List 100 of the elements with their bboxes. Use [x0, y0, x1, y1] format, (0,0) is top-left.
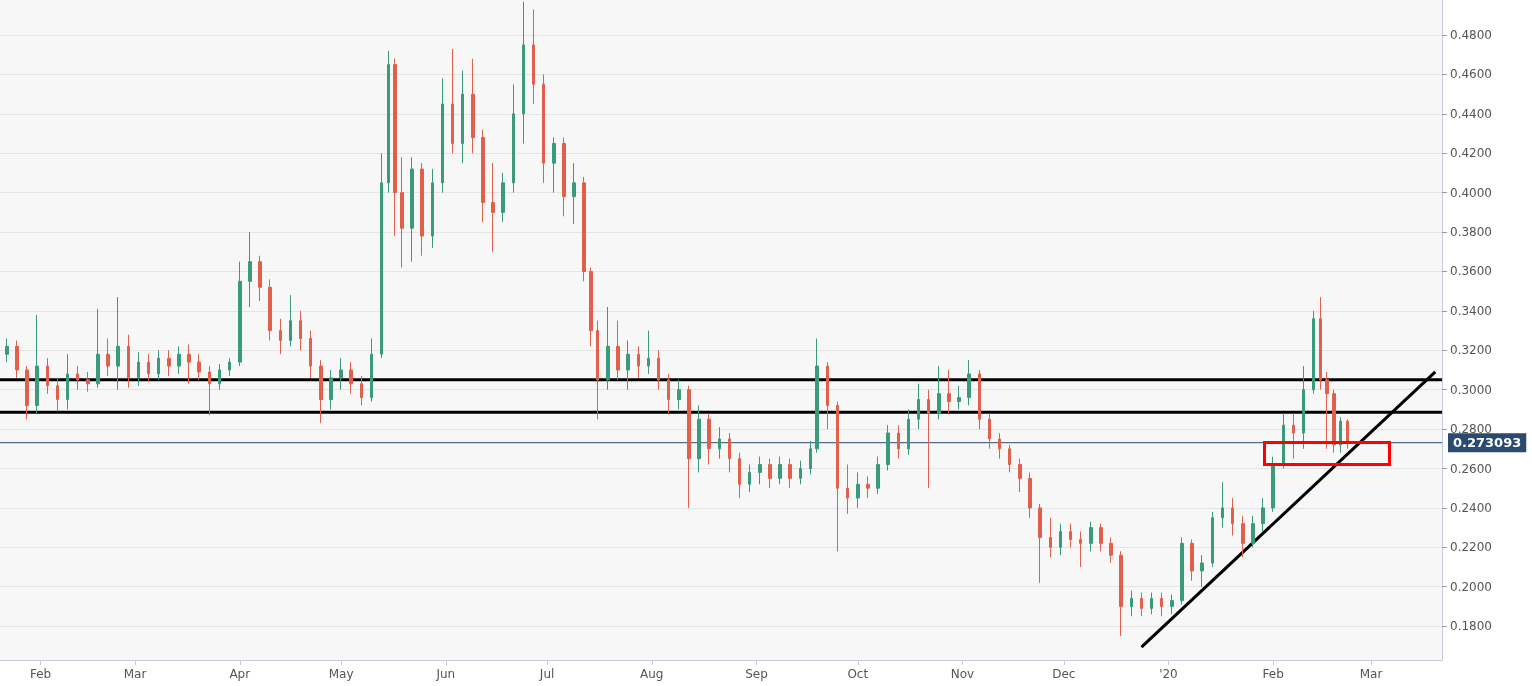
candlestick [758, 456, 762, 485]
candlestick [718, 426, 721, 460]
candlestick [370, 337, 373, 403]
y-tick-label: 0.3400 [1450, 303, 1492, 318]
candlestick [1109, 536, 1113, 564]
candlestick [1312, 310, 1315, 395]
candlestick [177, 345, 181, 375]
candlestick [606, 306, 610, 391]
candlestick [1089, 521, 1093, 552]
candlestick [1251, 515, 1255, 548]
candlestick [1200, 554, 1204, 588]
x-tick-label: Jul [538, 667, 555, 681]
candlestick [1241, 515, 1245, 558]
candlestick [998, 432, 1001, 460]
x-tick-label: Feb [1262, 667, 1284, 681]
y-tick-label: 0.3200 [1450, 343, 1492, 358]
x-tick-label: Nov [950, 667, 975, 681]
candlestick [380, 152, 383, 359]
candlestick [157, 349, 160, 381]
candlestick [25, 365, 29, 420]
candlestick [1170, 594, 1174, 615]
candlestick [687, 385, 691, 509]
candlestick [56, 377, 59, 412]
candlestick [106, 337, 110, 377]
candlestick [387, 50, 390, 194]
candlestick [988, 412, 991, 450]
candlestick [116, 296, 120, 391]
candlestick [289, 294, 292, 347]
candlestick [187, 343, 191, 385]
candlestick [647, 330, 650, 375]
y-tick-label: 0.2000 [1450, 579, 1492, 594]
candlestick [1211, 511, 1214, 568]
candlestick [197, 353, 201, 381]
candlestick [846, 464, 849, 515]
candlestick [626, 339, 630, 391]
candlestick [258, 255, 262, 302]
candlestick [1302, 365, 1305, 450]
candlestick [1049, 517, 1052, 558]
candlestick [1119, 550, 1123, 637]
candlestick [218, 363, 221, 391]
x-tick-label: Apr [229, 667, 251, 681]
candlestick [127, 334, 130, 389]
candlestick [319, 359, 323, 424]
candlestick [1231, 497, 1234, 536]
candlestick [393, 58, 397, 237]
candlestick [481, 129, 485, 223]
candlestick [299, 310, 302, 351]
candlestick [66, 353, 69, 410]
candlestick [441, 77, 444, 194]
candlestick [1332, 389, 1336, 454]
candlestick [1346, 418, 1349, 450]
candlestick [809, 440, 812, 475]
candlestick [1190, 538, 1194, 582]
candlestick [967, 359, 971, 406]
candlestick [957, 385, 961, 410]
x-tick-label: Mar [123, 667, 147, 681]
candlestick [137, 351, 140, 387]
candlestick [1130, 590, 1133, 617]
candlestick [866, 475, 870, 499]
candlestick [96, 308, 100, 389]
x-tick-label: Oct [847, 667, 869, 681]
candlestick [35, 314, 39, 414]
candlestick [1018, 458, 1022, 493]
candlestick [238, 261, 242, 367]
candlestick [1339, 416, 1342, 454]
candlestick [738, 452, 741, 499]
x-tick-label: '20 [1159, 667, 1178, 681]
y-tick-label: 0.4200 [1450, 146, 1492, 161]
candlestick [5, 337, 9, 363]
candlestick [1099, 523, 1103, 552]
candlestick [596, 320, 599, 420]
candlestick [512, 83, 515, 194]
candlestick [1008, 444, 1011, 473]
candlestick [876, 456, 880, 495]
candlestick [978, 369, 981, 430]
candlestick [268, 278, 272, 341]
candlestick [542, 73, 545, 184]
candlestick [410, 156, 414, 263]
candlestick [917, 383, 920, 430]
y-tick-label: 0.2600 [1450, 461, 1492, 476]
candlestick [907, 408, 910, 456]
candlestick [616, 320, 620, 381]
candlestick [1079, 531, 1082, 568]
candlestick [1059, 523, 1062, 556]
candlestick [886, 424, 890, 471]
candlestick [329, 369, 333, 410]
y-tick-label: 0.3800 [1450, 225, 1492, 240]
y-tick-label: 0.2400 [1450, 500, 1492, 515]
candlestick [836, 401, 839, 552]
candlestick [1261, 497, 1265, 533]
candlestick [279, 318, 282, 355]
candlestick [471, 58, 475, 154]
candlestick [86, 371, 90, 393]
candlestick [491, 162, 495, 253]
candlestick [897, 424, 900, 460]
candlestick [400, 156, 404, 269]
candlestick [420, 162, 424, 257]
candlestick [1319, 296, 1322, 391]
candlestick [657, 349, 660, 391]
candlestick [1038, 503, 1042, 584]
